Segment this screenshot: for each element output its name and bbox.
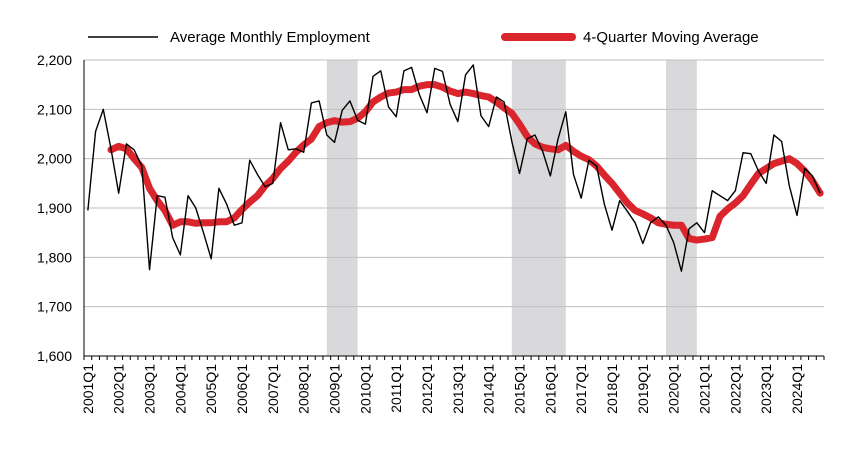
x-tick-label-2006Q1: 2006Q1: [234, 364, 250, 414]
series-line-employment: [87, 64, 821, 272]
y-tick-label-1900: 1,900: [37, 200, 72, 216]
y-tick-label-2200: 2,200: [37, 52, 72, 68]
series-line-moving-average: [107, 81, 824, 244]
x-tick-label-2022Q1: 2022Q1: [727, 364, 743, 414]
legend-label-moving-average: 4-Quarter Moving Average: [583, 29, 759, 46]
y-tick-label-1600: 1,600: [37, 348, 72, 364]
legend: Average Monthly Employment 4-Quarter Mov…: [88, 29, 759, 46]
x-tick-label-2009Q1: 2009Q1: [327, 364, 343, 414]
x-tick-label-2015Q1: 2015Q1: [512, 364, 528, 414]
x-tick-label-2002Q1: 2002Q1: [111, 364, 127, 414]
x-tick-label-2005Q1: 2005Q1: [203, 364, 219, 414]
x-tick-label-2013Q1: 2013Q1: [450, 364, 466, 414]
x-tick-label-2021Q1: 2021Q1: [697, 364, 713, 414]
y-tick-label-1800: 1,800: [37, 249, 72, 265]
x-tick-label-2001Q1: 2001Q1: [80, 364, 96, 414]
legend-label-employment: Average Monthly Employment: [170, 29, 371, 46]
x-tick-label-2024Q1: 2024Q1: [789, 364, 805, 414]
x-tick-label-2016Q1: 2016Q1: [542, 364, 558, 414]
x-tick-label-2010Q1: 2010Q1: [357, 364, 373, 414]
gridlines: [84, 59, 824, 308]
y-tick-label-2000: 2,000: [37, 151, 72, 167]
x-tick-label-2012Q1: 2012Q1: [419, 364, 435, 414]
x-tick-label-2011Q1: 2011Q1: [388, 364, 404, 413]
x-tick-label-2004Q1: 2004Q1: [172, 364, 188, 414]
y-tick-label-1700: 1,700: [37, 299, 72, 315]
x-tick-label-2020Q1: 2020Q1: [666, 364, 682, 414]
x-tick-label-2019Q1: 2019Q1: [635, 364, 651, 414]
series: [87, 64, 824, 272]
x-tick-label-2008Q1: 2008Q1: [296, 364, 312, 414]
y-tick-label-2100: 2,100: [37, 101, 72, 117]
x-tick-label-2003Q1: 2003Q1: [142, 364, 158, 414]
x-tick-label-2023Q1: 2023Q1: [758, 364, 774, 414]
x-tick-label-2017Q1: 2017Q1: [573, 364, 589, 414]
x-tick-label-2007Q1: 2007Q1: [265, 364, 281, 414]
axes: 1,600 1,700 1,800 1,900 2,000 2,100 2,200 2001Q…: [37, 52, 825, 414]
x-tick-label-2018Q1: 2018Q1: [604, 364, 620, 414]
x-tick-label-2014Q1: 2014Q1: [481, 364, 497, 414]
